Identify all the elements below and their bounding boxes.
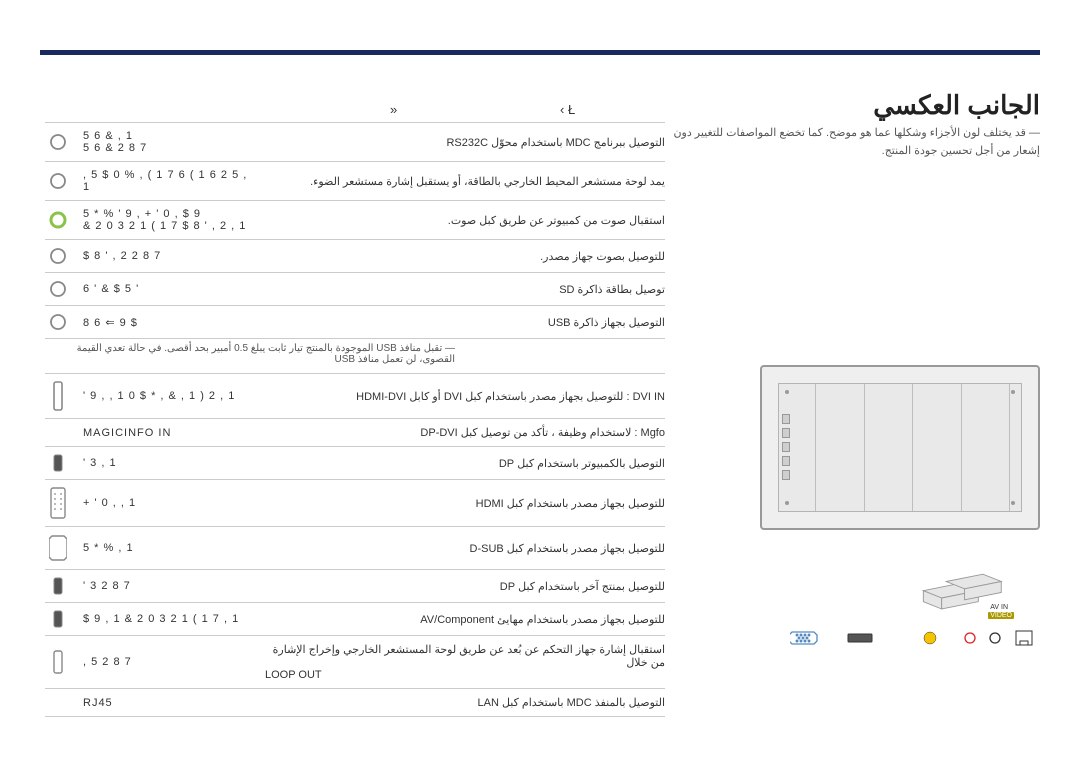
- slot-s-port-icon: [45, 454, 71, 472]
- circle-port-icon: [45, 280, 71, 298]
- connector-row: $ 9 , 1 & 2 0 3 2 1 ( 1 7 , 1 للتوصيل بجه…: [45, 603, 665, 636]
- connector-desc: Mgfo : لاستخدام وظيفة ، تأكد من توصيل كب…: [265, 426, 665, 439]
- connector-label: 5 * % ' 9 , + ' 0 , $ 9& 2 0 3 2 1 ( 1 7…: [83, 208, 253, 232]
- connector-desc: للتوصيل بجهاز مصدر باستخدام كبل HDMI: [265, 497, 665, 510]
- connector-label: ' 3 , 1: [83, 457, 253, 469]
- page-note: ― قد يختلف لون الأجزاء وشكلها عما هو موض…: [660, 125, 1040, 160]
- page-number: »: [390, 102, 397, 117]
- connector-subnote: ― تقبل منافذ USB الموجودة بالمنتج تيار ث…: [45, 339, 665, 374]
- connector-row: + ' 0 , , 1 للتوصيل بجهاز مصدر باستخدام ك…: [45, 480, 665, 527]
- slot-s-port-icon: [45, 577, 71, 595]
- connector-desc: استقبال صوت من كمبيوتر عن طريق كبل صوت.: [265, 214, 665, 227]
- connector-row: 5 * % ' 9 , + ' 0 , $ 9& 2 0 3 2 1 ( 1 7…: [45, 201, 665, 240]
- circle-g-port-icon: [45, 211, 71, 229]
- video-label: VIDEO: [988, 612, 1014, 619]
- connector-row: , 5 2 8 7 استقبال إشارة جهاز التحكم عن بُ…: [45, 636, 665, 689]
- avin-label: AV IN: [990, 604, 1008, 611]
- connector-label: ' 3 2 8 7: [83, 580, 253, 592]
- connector-desc: للتوصيل بصوت جهاز مصدر.: [265, 250, 665, 263]
- connector-desc: التوصيل ببرنامج MDC باستخدام محوّل RS232…: [265, 136, 665, 149]
- connector-row: ' 3 , 1 التوصيل بالكمبيوتر باستخدام كبل D…: [45, 447, 665, 480]
- bottom-ports-row: AV IN VIDEO: [790, 618, 1040, 668]
- header-rule: [40, 50, 1040, 55]
- connector-desc: التوصيل بالكمبيوتر باستخدام كبل DP: [265, 457, 665, 470]
- connector-desc: التوصيل بالمنفذ MDC باستخدام كبل LAN: [265, 696, 665, 709]
- connector-label: RJ45: [83, 697, 253, 709]
- circle-port-icon: [45, 133, 71, 151]
- connector-row: $ 8 ' , 2 2 8 7 للتوصيل بصوت جهاز مصدر.: [45, 240, 665, 273]
- slot-s-port-icon: [45, 610, 71, 628]
- connector-row: , 5 $ 0 % , ( 1 7 6 ( 1 6 2 5 , 1 يمد لوح…: [45, 162, 665, 201]
- connector-desc: DVI IN : للتوصيل بجهاز مصدر باستخدام كبل…: [265, 390, 665, 403]
- connector-desc: للتوصيل بجهاز مصدر باستخدام كبل D-SUB: [265, 542, 665, 555]
- connector-row: 5 * % , 1 للتوصيل بجهاز مصدر باستخدام كبل…: [45, 527, 665, 570]
- connector-table: 5 6 & , 15 6 & 2 8 7 التوصيل ببرنامج MDC …: [45, 122, 665, 717]
- connector-row: 6 ' & $ 5 ' توصيل بطاقة ذاكرة SD: [45, 273, 665, 306]
- connector-desc: توصيل بطاقة ذاكرة SD: [265, 283, 665, 296]
- connector-desc: للتوصيل بجهاز مصدر باستخدام مهايئ AV/Com…: [265, 613, 665, 626]
- connector-label: + ' 0 , , 1: [83, 497, 253, 509]
- connector-label: 5 * % , 1: [83, 542, 253, 554]
- slot-v-port-icon: [45, 650, 71, 674]
- connector-label: 5 6 & , 15 6 & 2 8 7: [83, 130, 253, 154]
- slot-l-port-icon: [45, 381, 71, 411]
- circle-port-icon: [45, 247, 71, 265]
- circle-port-icon: [45, 313, 71, 331]
- connector-row: ' 3 2 8 7 للتوصيل بمنتج آخر باستخدام كبل …: [45, 570, 665, 603]
- page-title: الجانب العكسي: [873, 90, 1040, 121]
- connector-label: $ 8 ' , 2 2 8 7: [83, 250, 253, 262]
- connector-desc: التوصيل بجهاز ذاكرة USB: [265, 316, 665, 329]
- connector-label: ' 9 , , 1 0 $ * , & , 1 ) 2 , 1: [83, 390, 253, 402]
- device-rear-illustration: [760, 365, 1040, 530]
- connector-desc: استقبال إشارة جهاز التحكم عن بُعد عن طري…: [265, 643, 665, 681]
- connector-label: $ 9 , 1 & 2 0 3 2 1 ( 1 7 , 1: [83, 613, 253, 625]
- connector-row: 5 6 & , 15 6 & 2 8 7 التوصيل ببرنامج MDC …: [45, 122, 665, 162]
- connector-label: 8 6 ⇐ 9 $: [83, 316, 253, 329]
- connector-desc: للتوصيل بمنتج آخر باستخدام كبل DP: [265, 580, 665, 593]
- connector-row: RJ45 التوصيل بالمنفذ MDC باستخدام كبل LAN: [45, 689, 665, 717]
- connector-row: ' 9 , , 1 0 $ * , & , 1 ) 2 , 1 DVI IN : …: [45, 374, 665, 419]
- tab-label: ‹ Ł: [560, 102, 575, 117]
- connector-row: MAGICINFO IN Mgfo : لاستخدام وظيفة ، تأكد…: [45, 419, 665, 447]
- connector-label: , 5 2 8 7: [83, 656, 253, 668]
- vga-port-icon: [45, 534, 71, 562]
- circle-port-icon: [45, 172, 71, 190]
- connector-row: 8 6 ⇐ 9 $ التوصيل بجهاز ذاكرة USB: [45, 306, 665, 339]
- connector-label: , 5 $ 0 % , ( 1 7 6 ( 1 6 2 5 , 1: [83, 169, 253, 193]
- dvi-port-icon: [45, 487, 71, 519]
- connector-label: 6 ' & $ 5 ': [83, 283, 253, 295]
- connector-label: MAGICINFO IN: [83, 427, 253, 439]
- connector-desc: يمد لوحة مستشعر المحيط الخارجي بالطاقة، …: [265, 175, 665, 188]
